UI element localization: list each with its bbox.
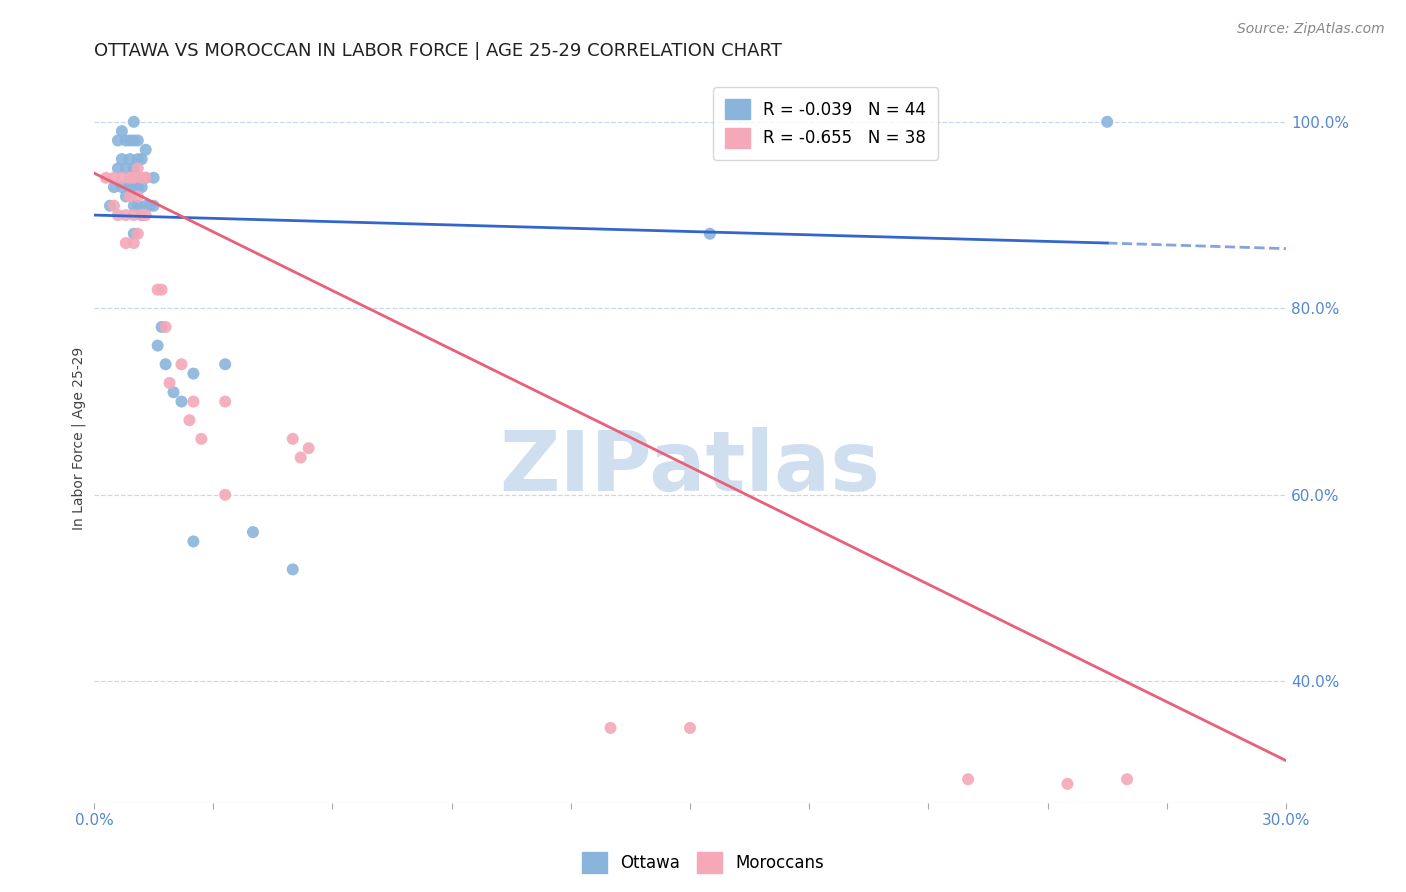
Point [679,721,702,735]
Point [155,320,177,334]
Point [127,161,149,176]
Point [131,152,153,166]
Point [107,161,129,176]
Point [122,133,145,147]
Point [1095,115,1118,129]
Point [103,180,125,194]
Point [214,488,236,502]
Point [214,394,236,409]
Y-axis label: In Labor Force | Age 25-29: In Labor Force | Age 25-29 [72,347,86,531]
Point [957,772,980,787]
Point [127,199,149,213]
Point [146,338,169,352]
Point [170,394,193,409]
Text: Source: ZipAtlas.com: Source: ZipAtlas.com [1237,22,1385,37]
Point [159,376,181,390]
Point [122,161,145,176]
Point [103,170,125,185]
Point [1116,772,1139,787]
Point [127,227,149,241]
Point [281,562,304,576]
Point [127,133,149,147]
Point [122,208,145,222]
Point [135,170,157,185]
Point [118,152,141,166]
Point [127,152,149,166]
Point [107,133,129,147]
Point [150,283,173,297]
Point [142,199,165,213]
Point [281,432,304,446]
Point [127,180,149,194]
Point [122,227,145,241]
Point [115,208,138,222]
Point [111,180,134,194]
Point [242,525,264,540]
Point [135,199,157,213]
Point [290,450,312,465]
Point [111,170,134,185]
Point [699,227,721,241]
Point [118,170,141,185]
Point [122,235,145,250]
Point [94,170,117,185]
Point [118,189,141,203]
Point [131,208,153,222]
Point [122,199,145,213]
Legend: Ottawa, Moroccans: Ottawa, Moroccans [575,846,831,880]
Point [115,161,138,176]
Point [155,357,177,371]
Point [150,320,173,334]
Point [115,235,138,250]
Point [131,208,153,222]
Point [142,170,165,185]
Point [115,133,138,147]
Text: OTTAWA VS MOROCCAN IN LABOR FORCE | AGE 25-29 CORRELATION CHART: OTTAWA VS MOROCCAN IN LABOR FORCE | AGE … [94,42,782,60]
Point [122,115,145,129]
Point [118,133,141,147]
Point [214,357,236,371]
Point [111,124,134,138]
Point [122,170,145,185]
Point [162,385,184,400]
Point [115,189,138,203]
Point [190,432,212,446]
Point [135,170,157,185]
Point [599,721,621,735]
Point [1056,777,1078,791]
Point [135,143,157,157]
Point [122,180,145,194]
Legend: R = -0.039   N = 44, R = -0.655   N = 38: R = -0.039 N = 44, R = -0.655 N = 38 [713,87,938,160]
Point [107,208,129,222]
Point [297,441,319,455]
Point [179,413,201,427]
Point [183,534,205,549]
Text: ZIPatlas: ZIPatlas [499,427,880,508]
Point [98,199,121,213]
Point [135,208,157,222]
Point [103,199,125,213]
Point [170,357,193,371]
Point [111,152,134,166]
Point [118,180,141,194]
Point [183,367,205,381]
Point [146,283,169,297]
Point [127,189,149,203]
Point [131,180,153,194]
Point [183,394,205,409]
Point [138,199,160,213]
Point [131,170,153,185]
